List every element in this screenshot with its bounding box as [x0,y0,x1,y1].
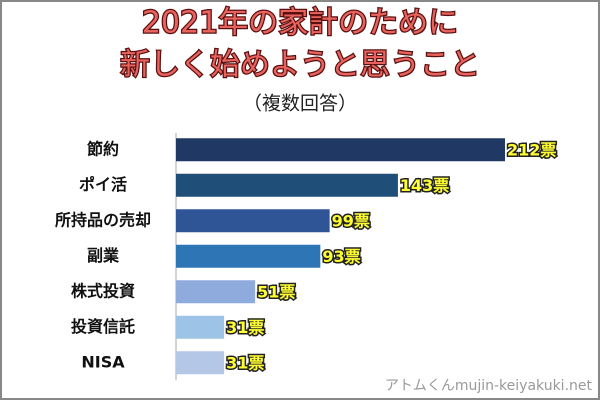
category-label: 投資信託 [71,317,135,336]
value-label: 99票 [332,211,370,230]
bar [176,209,330,233]
category-label: ポイ活 [79,175,127,194]
watermark: アトムくんmujin-keiyakuki.net [385,378,593,394]
category-label: 所持品の売却 [55,210,151,229]
value-label: 31票 [226,353,264,372]
category-label: 株式投資 [71,281,135,300]
value-label: 51票 [257,282,295,301]
chart-title: 2021年の家計のために [142,6,458,41]
bar [176,315,225,339]
category-label: 節約 [86,139,119,158]
bar [176,280,256,304]
chart-title: 新しく始めようと思うこと [120,48,480,83]
subtitle: （複数回答） [243,93,357,115]
category-label: NISA [81,352,125,371]
bar [176,244,321,268]
value-label: 212票 [507,140,556,159]
bar [176,351,225,375]
bar [176,138,505,162]
value-label: 143票 [400,176,449,195]
category-label: 副業 [87,246,120,265]
value-label: 93票 [322,247,360,266]
bar [176,173,398,197]
value-label: 31票 [226,318,264,337]
